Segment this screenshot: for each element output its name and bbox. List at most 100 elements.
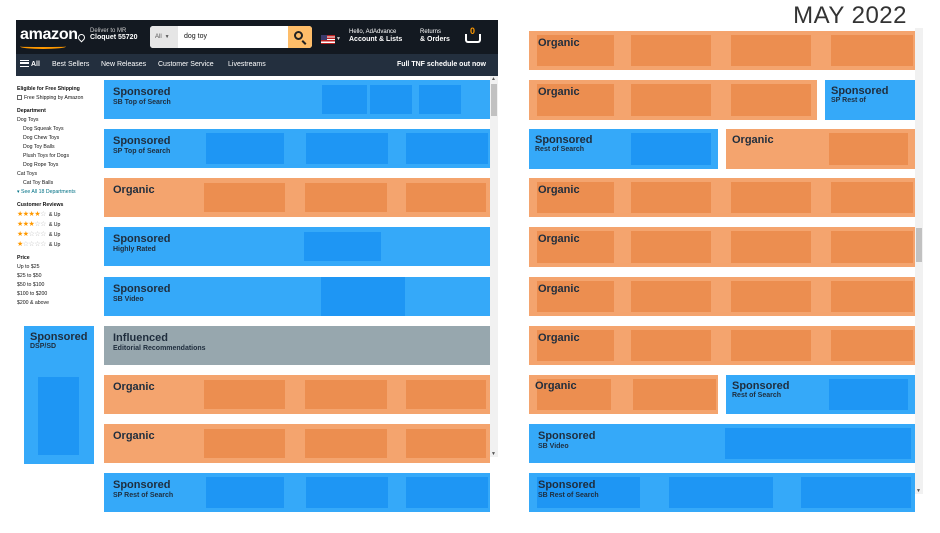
see-all-departments-link[interactable]: ▾ See All 18 Departments [17,188,105,197]
nav-item-customer-service[interactable]: Customer Service [158,61,214,68]
department-link[interactable]: Cat Toys [17,171,38,177]
department-link[interactable]: Plush Toys for Dogs [23,153,70,159]
organic-block[interactable]: Organic [104,375,490,414]
department-link[interactable]: Dog Toy Balls [23,144,55,150]
scroll-down-icon[interactable]: ▼ [916,488,921,494]
amazon-logo[interactable]: amazon [20,26,78,43]
search-category-label: All [155,34,162,40]
sponsored-block[interactable]: Sponsored SP Rest of [825,80,915,120]
review-filter-label: & Up [48,232,61,238]
sponsored-dsp-block[interactable]: Sponsored DSP/SD [24,326,94,464]
price-filter-link[interactable]: $200 & above [17,300,50,306]
review-filter[interactable]: ★★★★☆ & Up [17,210,105,220]
price-filter-link[interactable]: $25 to $50 [17,273,42,279]
organic-block[interactable]: Organic [529,80,817,120]
block-title: Organic [538,86,580,98]
search-button[interactable] [288,26,312,48]
department-link[interactable]: Dog Toys [17,117,39,123]
block-title: Sponsored [113,479,171,491]
product-slot [537,35,614,66]
organic-block[interactable]: Organic [529,326,915,365]
nav-bar: All Best Sellers New Releases Customer S… [16,54,498,76]
sponsored-block[interactable]: Sponsored Rest of Search [726,375,915,414]
right-scrollbar[interactable]: ▼ [915,28,923,494]
organic-block[interactable]: Organic [529,178,915,217]
reviews-heading: Customer Reviews [17,202,64,208]
block-subtitle: SP Top of Search [113,148,171,155]
product-slot [419,85,461,114]
all-menu-button[interactable]: All [20,60,40,68]
nav-item-best-sellers[interactable]: Best Sellers [52,61,90,68]
price-filter-link[interactable]: $100 to $200 [17,291,48,297]
product-slot [537,231,614,263]
organic-block[interactable]: Organic [726,129,915,169]
nav-item-new-releases[interactable]: New Releases [101,61,147,68]
organic-block[interactable]: Organic [529,227,915,267]
product-slot [537,84,614,116]
free-shipping-filter[interactable]: Free Shipping by Amazon [17,94,105,103]
organic-block[interactable]: Organic [104,424,490,463]
department-link[interactable]: Cat Toy Balls [23,180,54,186]
product-slot [631,231,711,263]
us-flag-icon[interactable] [321,35,335,44]
account-greeting: Hello, AdAdvance [349,29,397,35]
product-slot [669,477,773,508]
review-filter[interactable]: ★☆☆☆☆ & Up [17,240,105,250]
sponsored-block[interactable]: Sponsored SB Top of Search [104,80,490,119]
ad-slot [38,377,79,455]
product-slot [831,182,913,213]
returns-orders[interactable]: Returns & Orders [420,29,450,43]
search-input[interactable]: dog toy [184,33,207,40]
nav-promo-link[interactable]: Full TNF schedule out now [396,61,486,68]
department-link[interactable]: Dog Rope Toys [23,162,59,168]
deliver-to[interactable]: Deliver to MR Cloquet 55720 [76,28,138,43]
star-rating-icon: ★ [17,241,23,248]
sponsored-block[interactable]: Sponsored Highly Rated [104,227,490,266]
left-scrollbar[interactable]: ▲ ▼ [490,76,498,457]
search-category-select[interactable]: All ▼ [150,26,178,48]
cart-button[interactable]: 0 [463,26,489,48]
block-title: Sponsored [113,86,171,98]
block-subtitle: SP Rest of [831,97,866,104]
organic-block[interactable]: Organic [529,375,718,414]
checkbox-icon[interactable] [17,95,22,100]
sponsored-block[interactable]: Sponsored SP Top of Search [104,129,490,168]
scroll-down-icon[interactable]: ▼ [491,451,496,457]
price-filter-link[interactable]: Up to $25 [17,264,40,270]
sponsored-block[interactable]: Sponsored SB Rest of Search [529,473,915,512]
language-chevron-icon: ▼ [336,36,341,42]
product-slot [631,35,711,66]
sponsored-block[interactable]: Sponsored SP Rest of Search [104,473,490,512]
nav-item-livestreams[interactable]: Livestreams [228,61,266,68]
department-link[interactable]: Dog Squeak Toys [23,126,64,132]
sponsored-block[interactable]: Sponsored Rest of Search [529,129,718,169]
block-title: Organic [113,381,155,393]
review-filter[interactable]: ★★☆☆☆ & Up [17,230,105,240]
product-slot [831,35,913,66]
department-list: Dog Toys Dog Squeak Toys Dog Chew Toys Dog … [17,116,105,188]
block-title: Organic [113,184,155,196]
product-slot [631,133,711,165]
price-filter-link[interactable]: $50 to $100 [17,282,45,288]
organic-block[interactable]: Organic [529,277,915,316]
block-title: Organic [113,430,155,442]
review-filter[interactable]: ★★★☆☆ & Up [17,220,105,230]
department-link[interactable]: Dog Chew Toys [23,135,60,141]
sponsored-block[interactable]: Sponsored SB Video [104,277,490,316]
deliver-line2: Cloquet 55720 [90,34,138,42]
filter-sidebar: Eligible for Free Shipping Free Shipping… [17,81,105,308]
sponsored-block[interactable]: Sponsored SB Video [529,424,915,463]
influenced-block[interactable]: Influenced Editorial Recommendations [104,326,490,365]
scroll-thumb[interactable] [916,228,922,262]
scroll-thumb[interactable] [491,84,497,116]
organic-block[interactable]: Organic [104,178,490,217]
scroll-up-icon[interactable]: ▲ [491,76,496,82]
product-slot [731,84,811,116]
amazon-header: amazon Deliver to MR Cloquet 55720 All ▼ … [16,20,498,54]
organic-block[interactable]: Organic [529,31,915,70]
block-title: Influenced [113,332,169,344]
product-slot [731,182,811,213]
product-slot [305,429,387,458]
account-menu[interactable]: Hello, AdAdvance Account & Lists [349,29,402,43]
block-subtitle: SB Video [538,443,569,450]
